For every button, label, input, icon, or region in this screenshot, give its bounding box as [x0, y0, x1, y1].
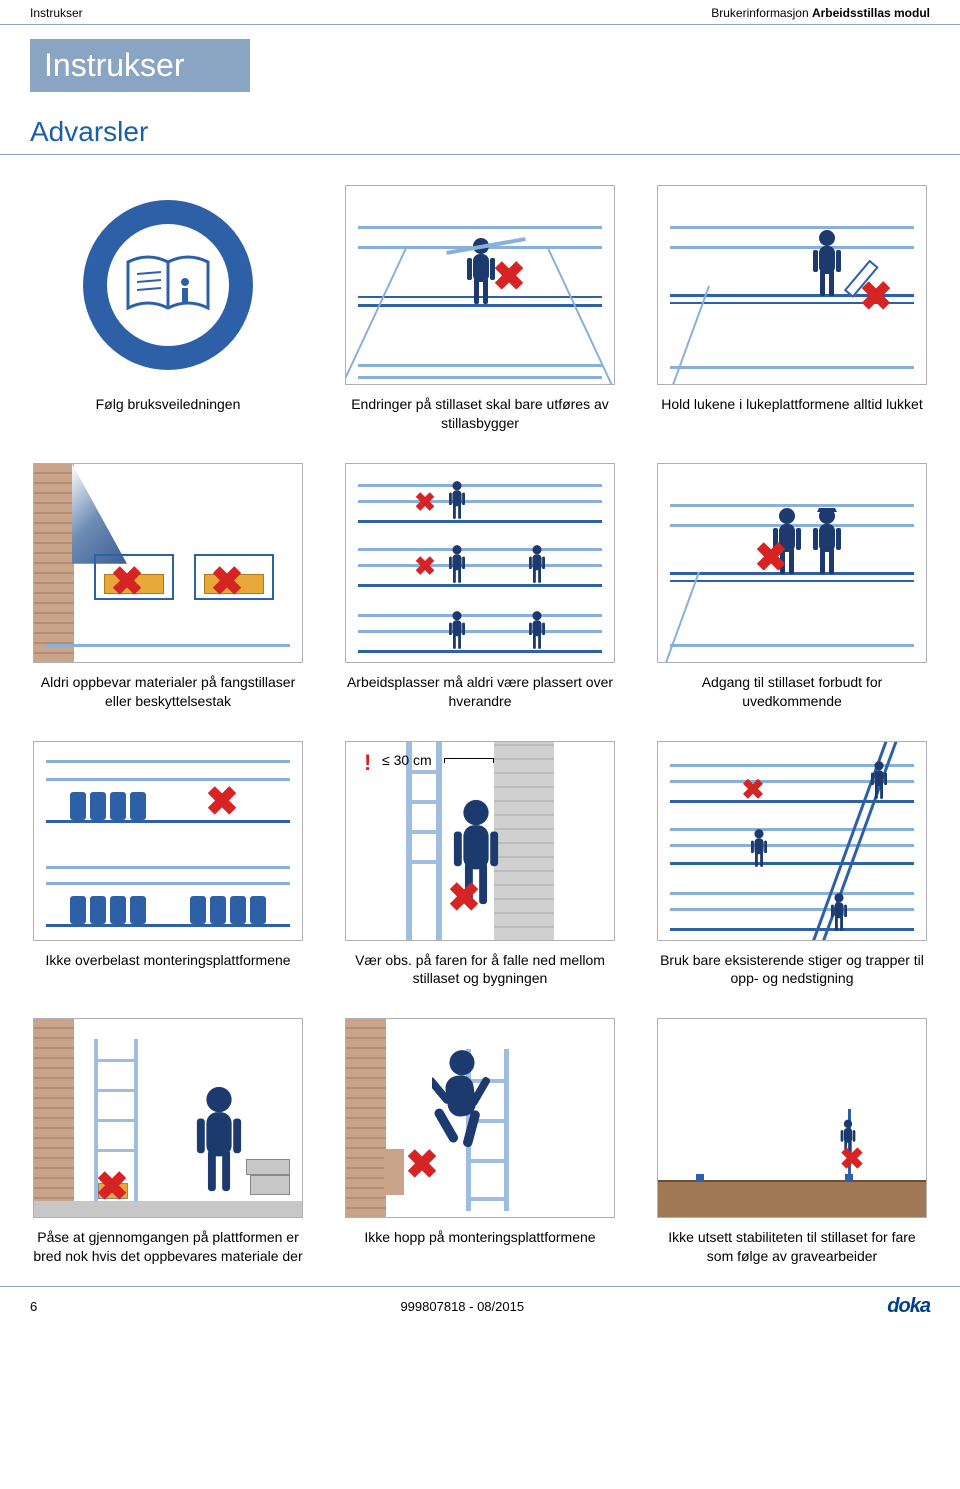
header-right: Brukerinformasjon Arbeidsstillas modul	[711, 6, 930, 20]
caption: Ikke overbelast monteringsplattformene	[45, 951, 290, 970]
cell-follow-manual: Følg bruksveiledningen	[30, 185, 306, 433]
x-icon	[858, 281, 894, 317]
x-icon	[446, 882, 482, 918]
cell-jump: Ikke hopp på monteringsplattformene	[342, 1018, 618, 1266]
illus-overload	[33, 741, 303, 941]
x-icon	[209, 566, 245, 602]
caption: Bruk bare eksisterende stiger og trapper…	[657, 951, 927, 989]
page-number: 6	[30, 1299, 37, 1314]
header-left: Instrukser	[30, 6, 83, 20]
caption: Adgang til stillaset forbudt for uvedkom…	[657, 673, 927, 711]
x-icon	[413, 486, 437, 510]
cell-overload: Ikke overbelast monteringsplattformene	[30, 741, 306, 989]
x-icon	[740, 774, 766, 800]
caption: Følg bruksveiledningen	[96, 395, 241, 414]
title-banner: Instrukser	[30, 39, 250, 92]
x-icon	[94, 1171, 130, 1207]
cell-hatches: Hold lukene i lukeplattformene alltid lu…	[654, 185, 930, 433]
illus-access	[657, 463, 927, 663]
x-icon	[413, 550, 437, 574]
cell-stacking: Arbeidsplasser må aldri være plassert ov…	[342, 463, 618, 711]
cell-gap: ! ≤ 30 cm Vær obs. på faren for å falle …	[342, 741, 618, 989]
caption: Hold lukene i lukeplattformene alltid lu…	[661, 395, 922, 414]
x-icon	[109, 566, 145, 602]
caption: Aldri oppbevar materialer på fangstillas…	[33, 673, 303, 711]
caption: Ikke hopp på monteringsplattformene	[364, 1228, 595, 1247]
illus-excavation	[657, 1018, 927, 1218]
cell-passage: Påse at gjennomgangen på plattformen er …	[30, 1018, 306, 1266]
page-footer: 6 999807818 - 08/2015 doka	[0, 1286, 960, 1326]
warning-grid: Følg bruksveiledningen Endringer på stil…	[0, 185, 960, 1286]
page-header: Instrukser Brukerinformasjon Arbeidsstil…	[0, 0, 960, 25]
illus-jump	[345, 1018, 615, 1218]
x-icon	[404, 1149, 440, 1185]
subtitle: Advarsler	[0, 98, 960, 155]
illus-stacking	[345, 463, 615, 663]
x-icon	[834, 1144, 870, 1180]
illus-hatches	[657, 185, 927, 385]
caption: Ikke utsett stabiliteten til stillaset f…	[657, 1228, 927, 1266]
caption: Arbeidsplasser må aldri være plassert ov…	[345, 673, 615, 711]
caption: Endringer på stillaset skal bare utføres…	[345, 395, 615, 433]
illus-modifications	[345, 185, 615, 385]
x-icon	[491, 261, 527, 297]
x-icon	[204, 786, 240, 822]
cell-excavation: Ikke utsett stabiliteten til stillaset f…	[654, 1018, 930, 1266]
x-icon	[753, 542, 789, 578]
brand-logo: doka	[887, 1295, 930, 1318]
gap-label: ≤ 30 cm	[382, 752, 432, 768]
caption: Påse at gjennomgangen på plattformen er …	[33, 1228, 303, 1266]
illus-stairs	[657, 741, 927, 941]
doc-id: 999807818 - 08/2015	[400, 1299, 524, 1314]
caption: Vær obs. på faren for å falle ned mellom…	[345, 951, 615, 989]
illus-manual	[33, 185, 303, 385]
illus-materials	[33, 463, 303, 663]
cell-modifications: Endringer på stillaset skal bare utføres…	[342, 185, 618, 433]
illus-gap: ! ≤ 30 cm	[345, 741, 615, 941]
cell-materials: Aldri oppbevar materialer på fangstillas…	[30, 463, 306, 711]
cell-access: Adgang til stillaset forbudt for uvedkom…	[654, 463, 930, 711]
cell-stairs: Bruk bare eksisterende stiger og trapper…	[654, 741, 930, 989]
illus-passage	[33, 1018, 303, 1218]
manual-icon	[83, 200, 253, 370]
exclaim-icon: !	[364, 750, 371, 776]
